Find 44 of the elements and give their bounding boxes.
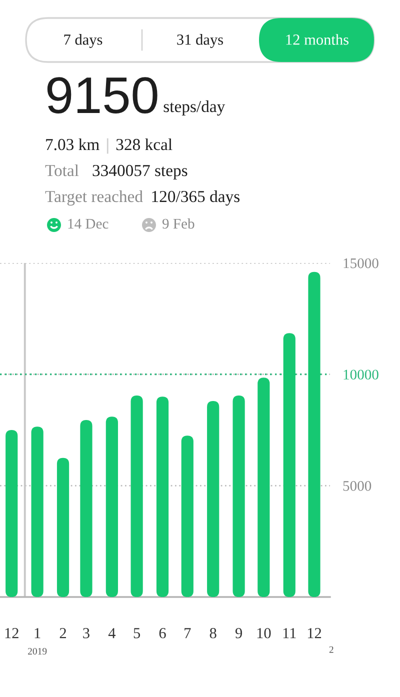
x-tick-label: 12 — [5, 628, 18, 638]
bar — [6, 430, 18, 597]
text: 31 days — [177, 34, 223, 48]
bar — [283, 333, 296, 597]
y-tick-label: 10000 — [344, 370, 378, 380]
bar — [232, 395, 245, 597]
text: 2 — [329, 646, 334, 653]
text: 3340057 steps — [92, 164, 188, 180]
text: 120/365 days — [152, 190, 240, 206]
bar — [56, 458, 70, 597]
text: Target reached — [45, 190, 143, 206]
chart-subtitle: steps/day — [164, 100, 226, 116]
y-tick-label: 15000 — [344, 258, 378, 268]
text: 328 kcal — [116, 138, 172, 150]
x-tick-label: 12 — [308, 628, 322, 638]
text: 12 months — [286, 34, 348, 45]
x-tick-label: 5 — [134, 628, 140, 638]
x-tick-label: 8 — [210, 628, 216, 638]
x-tick-label: 1 — [34, 628, 40, 638]
x-tick-label: 6 — [159, 628, 166, 638]
text: 9 Feb — [162, 218, 194, 229]
bar — [308, 272, 320, 597]
text: 7 days — [64, 34, 102, 48]
y-tick-label: 5000 — [343, 481, 372, 491]
bar — [258, 378, 270, 597]
bar — [106, 416, 118, 597]
bar — [80, 420, 92, 597]
bar — [130, 395, 143, 597]
chart-title: 9150 — [47, 77, 158, 114]
bar — [156, 396, 169, 597]
x-tick-label: 2 — [60, 628, 66, 638]
bar — [31, 426, 44, 597]
text: 2019 — [28, 648, 47, 655]
x-tick-label: 9 — [235, 628, 242, 638]
text: Total — [45, 164, 79, 176]
x-tick-label: 7 — [184, 628, 191, 638]
x-tick-label: 3 — [83, 628, 90, 638]
bar — [181, 436, 194, 597]
bar — [207, 401, 220, 597]
x-tick-label: 4 — [108, 628, 116, 638]
x-tick-label: 11 — [283, 628, 296, 638]
text: 14 Dec — [68, 218, 108, 229]
text: 7.03 km — [46, 138, 100, 150]
x-tick-label: 10 — [257, 628, 271, 638]
